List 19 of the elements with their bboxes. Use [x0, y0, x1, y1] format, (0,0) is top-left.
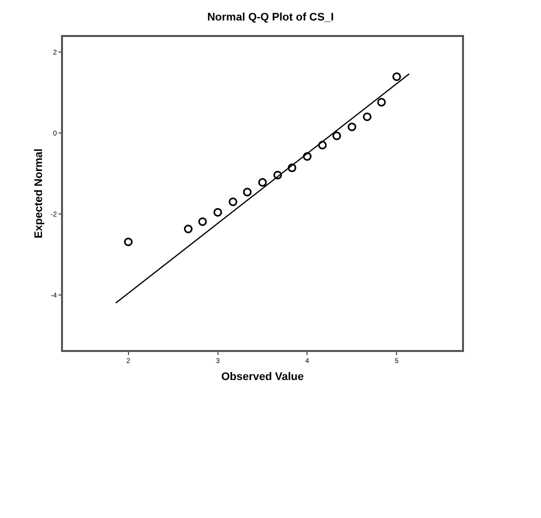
point: [392, 72, 401, 81]
point: [318, 140, 327, 150]
y-axis-title: Expected Normal: [32, 148, 45, 238]
x-axis-title: Observed Value: [221, 370, 304, 383]
point: [258, 178, 267, 187]
point: [332, 132, 342, 140]
point: [242, 188, 252, 196]
point: [377, 98, 386, 106]
point: [198, 217, 207, 226]
point: [273, 170, 282, 180]
point: [348, 122, 356, 132]
point: [288, 163, 296, 172]
point: [362, 112, 372, 122]
chart-title: Normal Q-Q Plot of CS_I: [207, 12, 334, 24]
point: [213, 208, 222, 217]
point: [184, 224, 193, 234]
point: [302, 152, 312, 161]
point: [228, 198, 238, 206]
point: [124, 238, 133, 246]
